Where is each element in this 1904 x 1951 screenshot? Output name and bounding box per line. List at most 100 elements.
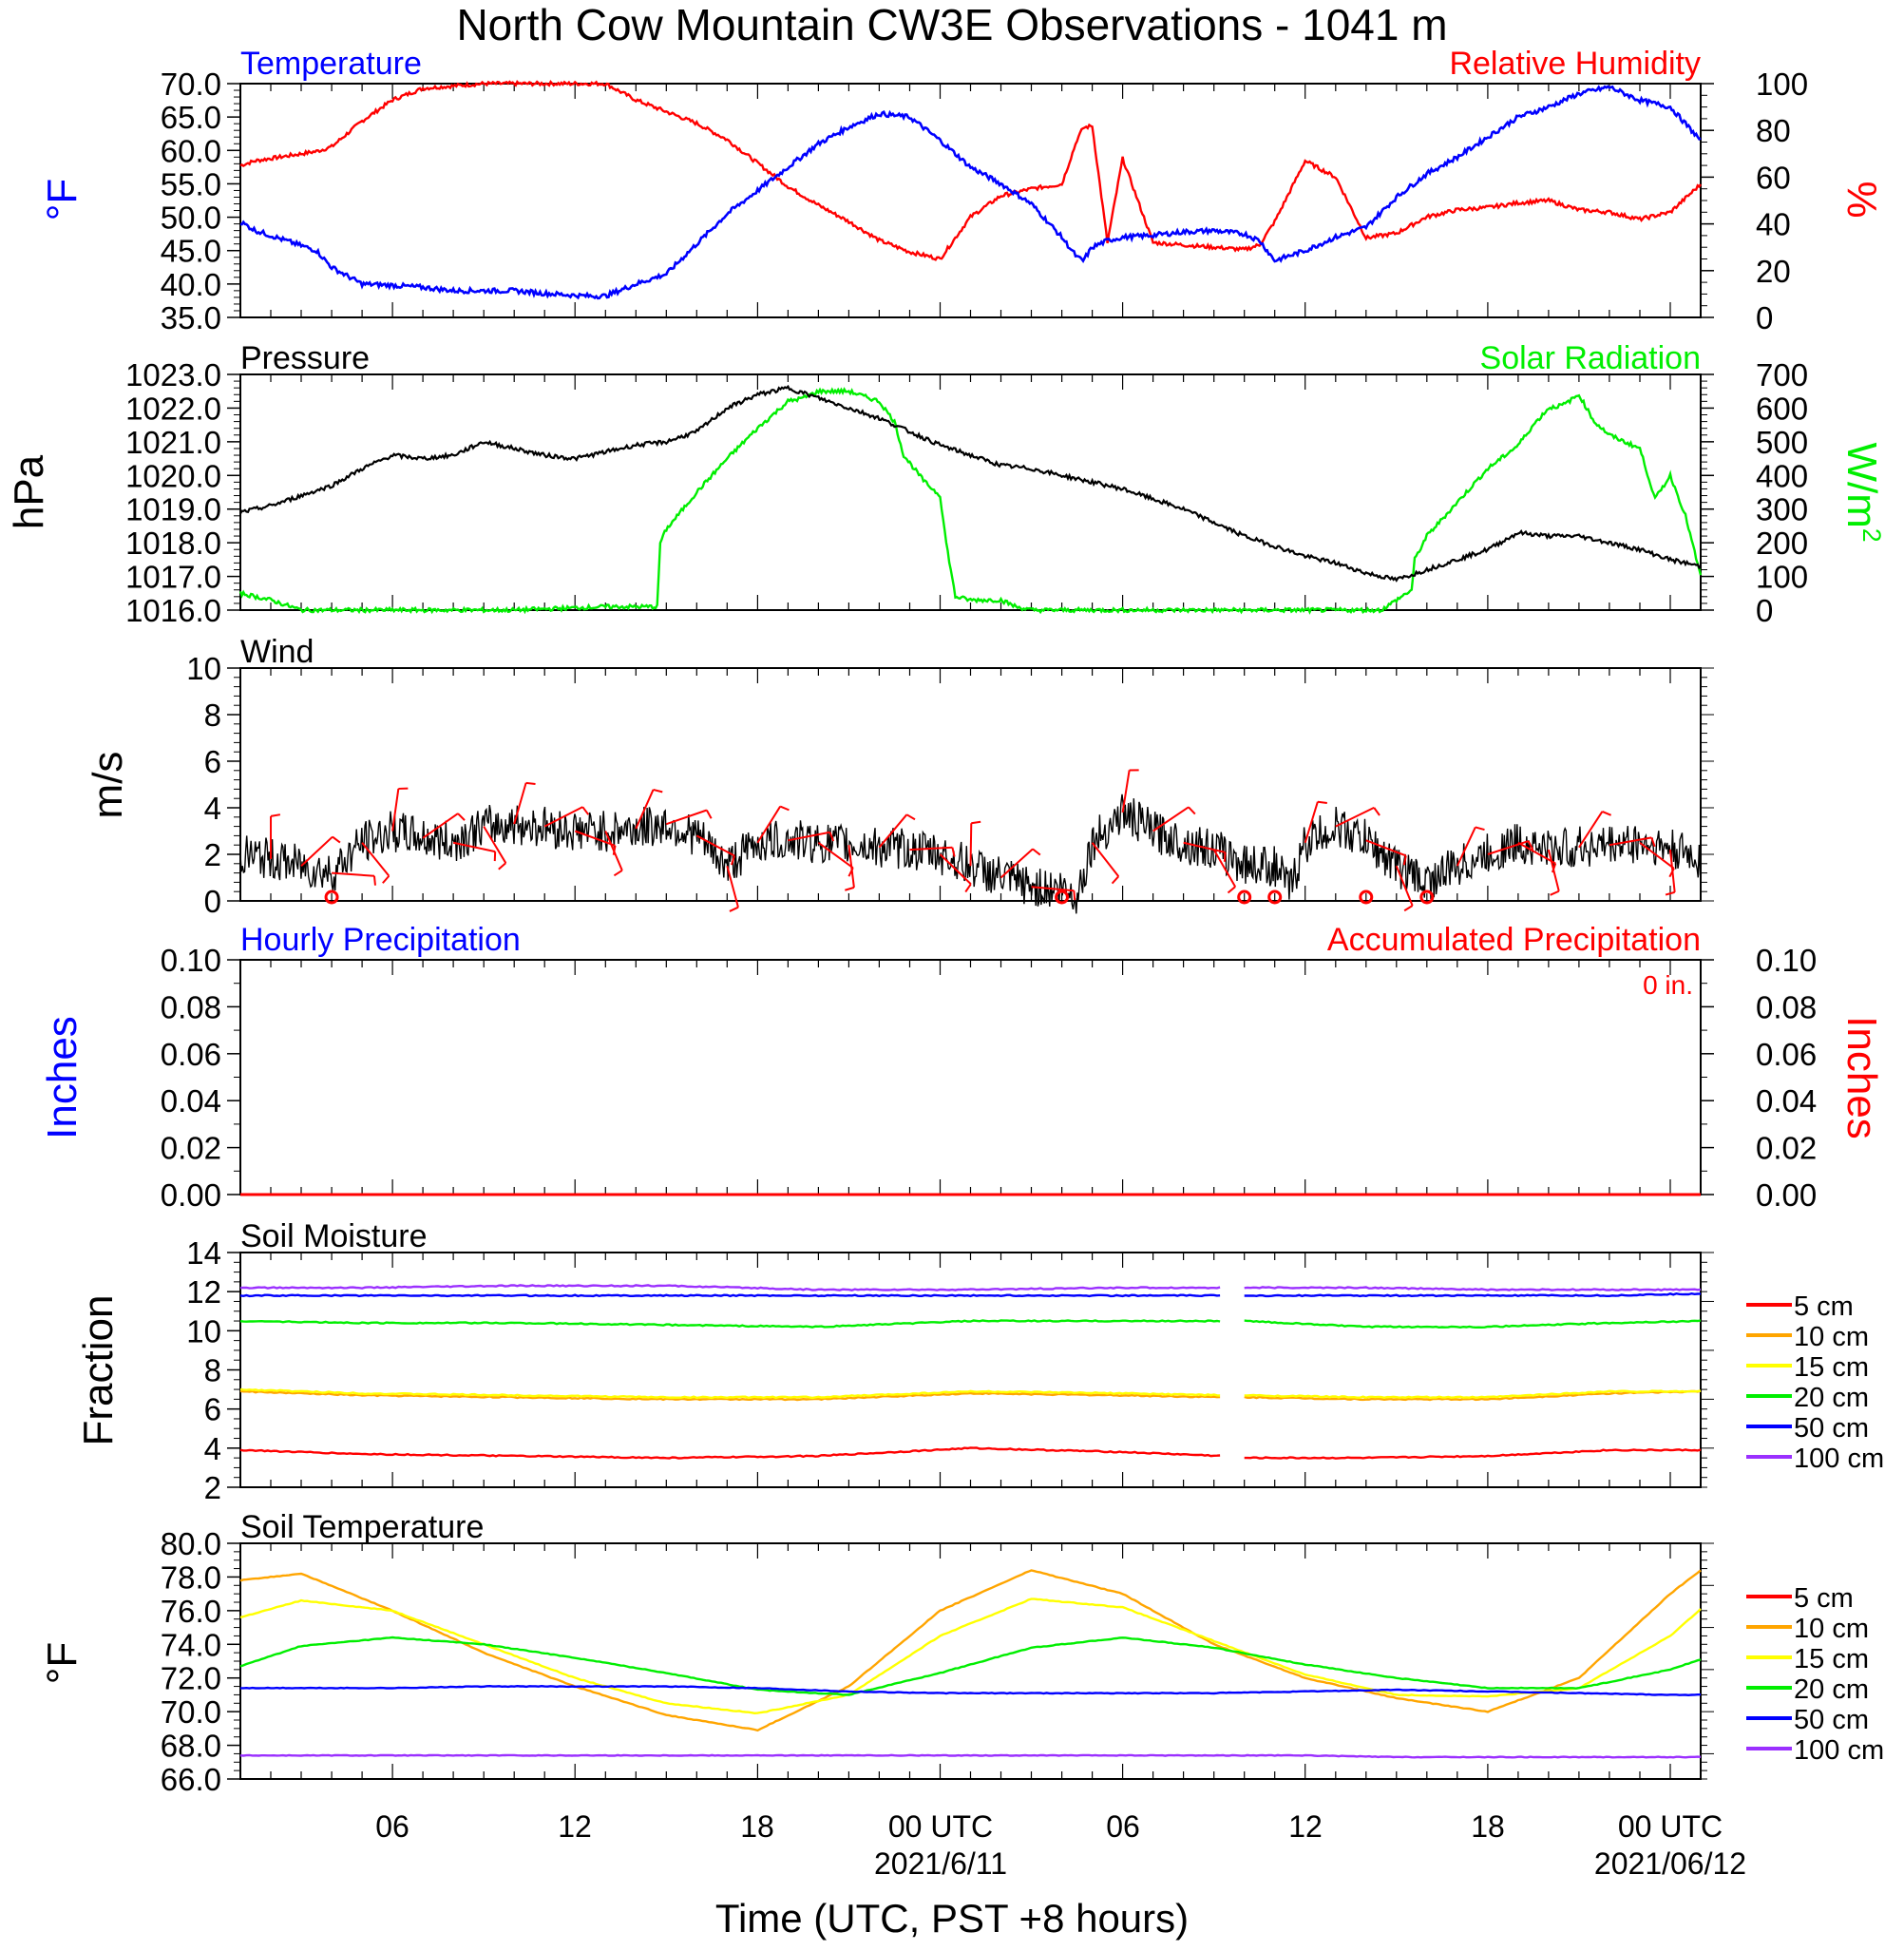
y-tick-label: 200 bbox=[1756, 526, 1808, 561]
y-tick-label: 1019.0 bbox=[125, 492, 221, 527]
wind-barb bbox=[452, 841, 496, 853]
y-tick-label: 700 bbox=[1756, 357, 1808, 392]
wind-barb bbox=[1639, 841, 1675, 870]
wind-barb-flag bbox=[828, 832, 835, 842]
y-tick-label: 4 bbox=[204, 1431, 221, 1466]
y-tick-label: 0.04 bbox=[161, 1083, 221, 1119]
y-tick-label: 0.00 bbox=[1756, 1177, 1817, 1213]
series-line-soil-moisture bbox=[239, 1284, 1702, 1291]
wind-barb bbox=[788, 831, 830, 842]
wind-barb-flag bbox=[1602, 810, 1612, 816]
y-tick-label: 80 bbox=[1756, 113, 1791, 148]
plot-frame bbox=[239, 373, 1702, 611]
wind-barb bbox=[361, 842, 390, 877]
y-tick-label: 70.0 bbox=[161, 67, 221, 102]
x-date-label: 2021/06/12 bbox=[1594, 1846, 1746, 1881]
wind-barb-flag bbox=[1188, 806, 1196, 815]
wind-barb-flag bbox=[653, 788, 663, 794]
wind-barb-flag bbox=[1223, 851, 1227, 862]
wind-barb bbox=[1183, 841, 1226, 853]
wind-barb-flag bbox=[270, 813, 281, 817]
panel-frame: 0.10 0.08 0.06 0.04 0.02 0.00 0.10 0.08 0.06 0.04… bbox=[39, 922, 1885, 1213]
series-line-soil-temperature bbox=[240, 1684, 1701, 1697]
panels: 70.065.060.055.050.045.040.035.010080604… bbox=[6, 46, 1886, 1797]
y-axis-title: °F bbox=[39, 179, 86, 220]
y-tick-label: 0 bbox=[1756, 300, 1773, 335]
y-tick-label: 500 bbox=[1756, 425, 1808, 460]
wind-barb bbox=[574, 830, 616, 847]
panel-right-title: Accumulated Precipitation bbox=[1327, 922, 1701, 958]
legend-label: 50 cm bbox=[1794, 1705, 1869, 1735]
y-tick-label: 100 bbox=[1756, 67, 1808, 102]
wind-barb bbox=[1365, 839, 1407, 857]
panel-left-title: Temperature bbox=[240, 46, 422, 82]
legend-label: 15 cm bbox=[1794, 1352, 1869, 1383]
y-tick-label: 10 bbox=[186, 651, 221, 686]
y-tick-label: 0.06 bbox=[1756, 1037, 1817, 1072]
y-axis-title: Inches bbox=[39, 1016, 86, 1139]
x-tick-label: 12 bbox=[558, 1809, 592, 1844]
y-tick-label: 0.00 bbox=[161, 1177, 221, 1213]
series-line-pressure bbox=[239, 384, 1702, 583]
plot-frame bbox=[239, 1542, 1702, 1780]
wind-barb-flag bbox=[905, 813, 916, 821]
y-tick-label: 74.0 bbox=[161, 1627, 221, 1662]
x-tick-label: 00 UTC bbox=[1618, 1809, 1723, 1844]
calm-wind-marker bbox=[1237, 889, 1252, 905]
x-axis-labels: 06 12 18 00 UTC 06 12 18 00 UTC 2021/6/1… bbox=[375, 1809, 1746, 1941]
panel-left-title: Soil Temperature bbox=[240, 1509, 484, 1545]
y-tick-label: 1017.0 bbox=[125, 560, 221, 595]
calm-wind-marker bbox=[324, 889, 339, 905]
wind-barb-flag bbox=[1475, 826, 1485, 832]
y-tick-label: 65.0 bbox=[161, 100, 221, 135]
series-line-soil-moisture bbox=[239, 1387, 1702, 1400]
wind-barb-flag bbox=[845, 886, 855, 891]
y-tick-label: 12 bbox=[186, 1274, 221, 1310]
wind-barb bbox=[817, 841, 854, 870]
wind-barb-flag bbox=[1550, 889, 1560, 896]
wind-barb bbox=[909, 846, 953, 851]
wind-barb-flag bbox=[1373, 807, 1380, 816]
wind-barb bbox=[1212, 849, 1237, 888]
y-axis-title: % bbox=[1838, 181, 1885, 218]
y-tick-label: 14 bbox=[186, 1235, 221, 1271]
wind-barb bbox=[604, 831, 623, 871]
wind-barb bbox=[1668, 849, 1676, 892]
y-tick-label: 1020.0 bbox=[125, 458, 221, 493]
y-axis-title: m/s bbox=[85, 752, 131, 819]
x-date-label: 2021/6/11 bbox=[874, 1846, 1007, 1881]
wind-barb-flag bbox=[498, 862, 506, 870]
series-line-soil-moisture bbox=[239, 1291, 1702, 1298]
panel-left-title: Hourly Precipitation bbox=[240, 922, 521, 958]
wind-barb-flag bbox=[971, 820, 981, 825]
series-line-soil-moisture bbox=[239, 1389, 1702, 1402]
wind-barb-flag bbox=[613, 870, 623, 877]
legend-label: 5 cm bbox=[1794, 1291, 1854, 1322]
wind-barb bbox=[939, 853, 972, 885]
y-tick-label: 1016.0 bbox=[125, 593, 221, 628]
y-tick-label: 55.0 bbox=[161, 166, 221, 201]
wind-barb-flag bbox=[382, 875, 390, 884]
panel-frame: 10 8 6 4 2 0 Wind m/s bbox=[85, 634, 1714, 919]
wind-barb bbox=[1091, 842, 1120, 877]
wind-barb bbox=[422, 813, 459, 839]
wind-barb bbox=[665, 809, 708, 826]
series-line-soil-temperature bbox=[239, 1753, 1702, 1759]
y-tick-label: 8 bbox=[204, 1353, 221, 1388]
y-tick-label: 1018.0 bbox=[125, 526, 221, 561]
series-line-soil-moisture bbox=[239, 1446, 1702, 1460]
y-tick-label: 80.0 bbox=[161, 1526, 221, 1561]
wind-barb bbox=[483, 826, 507, 864]
legend-label: 15 cm bbox=[1794, 1644, 1869, 1674]
y-tick-label: 2 bbox=[204, 1470, 221, 1505]
wind-barb bbox=[695, 834, 735, 857]
y-tick-label: 78.0 bbox=[161, 1559, 221, 1595]
y-tick-label: 72.0 bbox=[161, 1661, 221, 1696]
calm-wind-marker bbox=[1419, 889, 1435, 905]
y-tick-label: 2 bbox=[204, 837, 221, 872]
wind-barb-flag bbox=[1650, 837, 1656, 848]
legend-label: 10 cm bbox=[1794, 1322, 1869, 1352]
x-tick-label: 06 bbox=[1106, 1809, 1140, 1844]
wind-barb-flag bbox=[581, 806, 590, 815]
